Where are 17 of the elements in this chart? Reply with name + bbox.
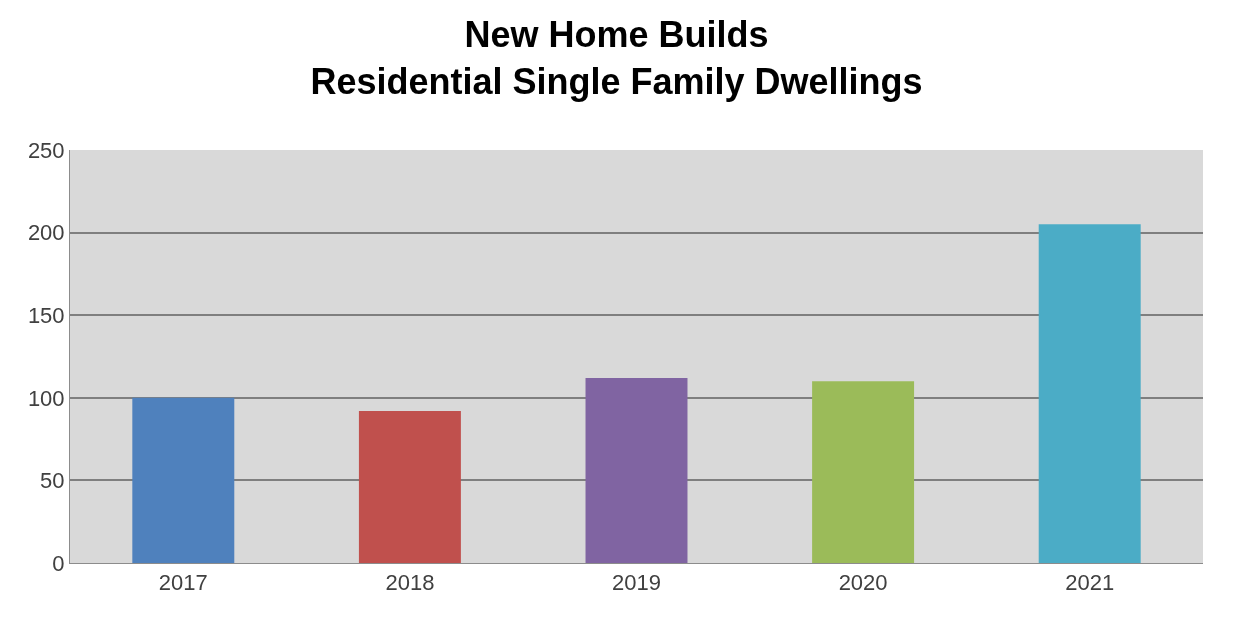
y-tick-label: 100	[27, 385, 65, 411]
y-tick-label: 150	[27, 302, 65, 328]
bar	[585, 377, 688, 563]
chart-title: New Home Builds Residential Single Family Dwellings	[310, 13, 923, 102]
y-tick-label: 50	[40, 468, 65, 494]
x-tick-label: 2020	[838, 570, 888, 596]
x-tick-label: 2018	[385, 570, 435, 596]
x-tick-label: 2021	[1065, 570, 1115, 596]
bar	[358, 411, 461, 563]
x-tick-label: 2019	[612, 570, 661, 596]
x-tick-label: 2017	[158, 570, 208, 596]
bar	[1038, 224, 1141, 563]
bar	[132, 397, 235, 563]
y-tick-label: 250	[27, 137, 65, 163]
y-tick-label: 0	[52, 550, 65, 576]
y-tick-label: 200	[27, 220, 65, 246]
bar	[812, 381, 915, 563]
